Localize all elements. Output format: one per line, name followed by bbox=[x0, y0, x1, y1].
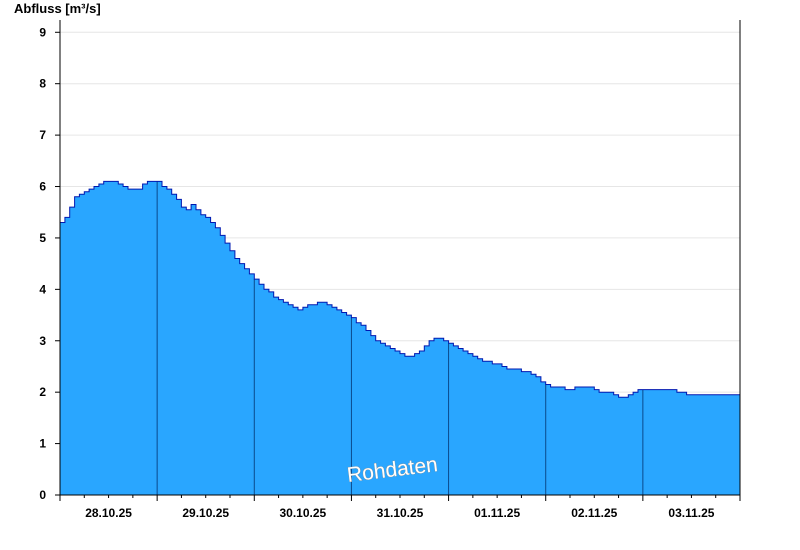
discharge-area bbox=[60, 181, 740, 495]
y-tick-label-1: 1 bbox=[39, 437, 46, 451]
x-tick-label-02.11.25: 02.11.25 bbox=[571, 506, 617, 520]
x-ticks: 28.10.25 29.10.25 30.10.25 31.10.25 01.11.25… bbox=[59, 495, 741, 520]
y-tick-label-5: 5 bbox=[39, 231, 46, 245]
day-dividers bbox=[156, 181, 644, 495]
y-tick-label-9: 9 bbox=[39, 25, 46, 39]
x-tick-label-28.10.25: 28.10.25 bbox=[85, 506, 132, 520]
y-tick-label-2: 2 bbox=[39, 385, 46, 399]
y-tick-label-8: 8 bbox=[39, 77, 46, 91]
x-tick-label-31.10.25: 31.10.25 bbox=[377, 506, 424, 520]
y-tick-label-6: 6 bbox=[39, 180, 46, 194]
x-tick-label-01.11.25: 01.11.25 bbox=[474, 506, 520, 520]
y-tick-label-7: 7 bbox=[39, 128, 46, 142]
y-tick-label-3: 3 bbox=[39, 334, 46, 348]
y-ticks: 0 1 2 3 4 5 6 7 8 9 bbox=[39, 25, 60, 502]
y-tick-label-4: 4 bbox=[39, 282, 46, 296]
y-tick-label-0: 0 bbox=[39, 488, 46, 502]
x-tick-label-03.11.25: 03.11.25 bbox=[668, 506, 714, 520]
y-axis-label: Abfluss [m³/s] bbox=[14, 1, 101, 16]
discharge-line bbox=[60, 180, 740, 398]
x-tick-label-30.10.25: 30.10.25 bbox=[279, 506, 326, 520]
x-tick-label-29.10.25: 29.10.25 bbox=[182, 506, 229, 520]
